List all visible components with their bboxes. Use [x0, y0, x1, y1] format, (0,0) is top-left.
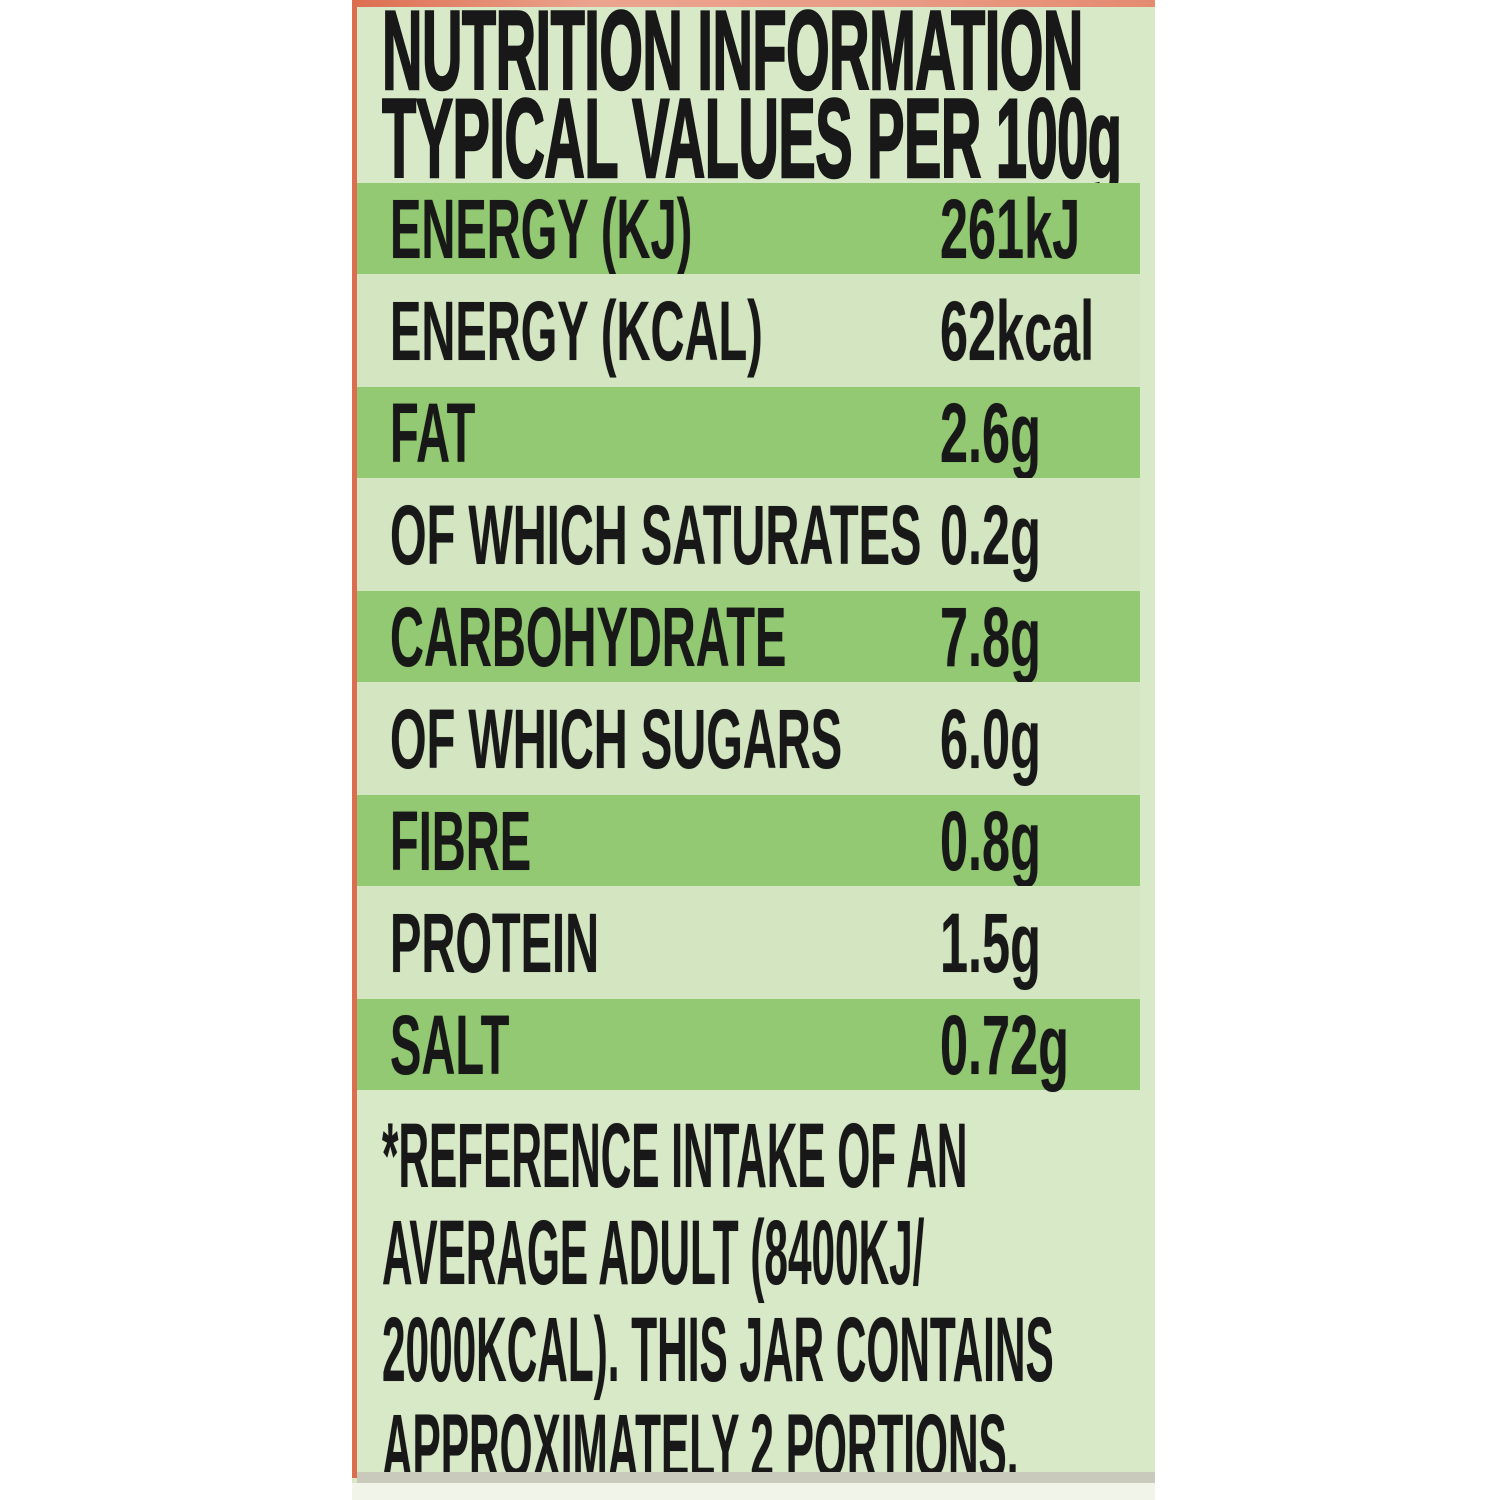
label-below-edge [352, 1483, 1155, 1500]
nutrient-value: 0.72g [940, 997, 1069, 1092]
label-top-border [352, 0, 1155, 7]
nutrient-value: 261kJ [940, 181, 1081, 276]
nutrient-name: OF WHICH SUGARS [390, 691, 843, 786]
nutrition-row: ENERGY (KJ) 261kJ [357, 183, 1140, 274]
nutrition-row: SALT 0.72g [357, 999, 1140, 1090]
nutrient-value: 0.2g [940, 487, 1041, 582]
nutrition-row: ENERGY (KCAL) 62kcal [357, 274, 1140, 387]
nutrient-name: ENERGY (KJ) [390, 181, 693, 276]
title-line-1-text: NUTRITION INFORMATION [381, 0, 1084, 113]
nutrient-name: FAT [390, 385, 476, 480]
label-header: NUTRITION INFORMATION TYPICAL VALUES PER… [352, 0, 1155, 196]
nutrient-value: 1.5g [940, 895, 1041, 990]
title-line-2-text: TYPICAL VALUES PER 100g [381, 76, 1122, 201]
nutrient-value: 0.8g [940, 793, 1041, 888]
nutrient-name: SALT [390, 997, 510, 1092]
reference-intake-footnote: *REFERENCE INTAKE OF AN AVERAGE ADULT (8… [382, 1108, 1142, 1496]
nutrient-value: 7.8g [940, 589, 1041, 684]
footnote-line: AVERAGE ADULT (8400KJ/ [382, 1202, 925, 1304]
nutrient-value: 2.6g [940, 385, 1041, 480]
nutrition-row: OF WHICH SUGARS 6.0g [357, 682, 1140, 795]
nutrition-row: FIBRE 0.8g [357, 795, 1140, 886]
nutrition-row: FAT 2.6g [357, 387, 1140, 478]
nutrition-row: OF WHICH SATURATES 0.2g [357, 478, 1140, 591]
nutrient-name: ENERGY (KCAL) [390, 283, 763, 378]
nutrient-name: FIBRE [390, 793, 532, 888]
nutrition-row: CARBOHYDRATE 7.8g [357, 591, 1140, 682]
label-left-border [352, 0, 357, 1478]
title-line-2: TYPICAL VALUES PER 100g [381, 76, 1500, 201]
nutrient-value: 6.0g [940, 691, 1041, 786]
nutrient-name: CARBOHYDRATE [390, 589, 787, 684]
title-line-1: NUTRITION INFORMATION [381, 0, 1500, 113]
nutrient-name: PROTEIN [390, 895, 600, 990]
label-bottom-edge [357, 1472, 1155, 1483]
nutrition-table: ENERGY (KJ) 261kJ ENERGY (KCAL) 62kcal F… [357, 183, 1140, 1090]
nutrition-label: NUTRITION INFORMATION TYPICAL VALUES PER… [352, 0, 1155, 1500]
nutrient-name: OF WHICH SATURATES [390, 487, 922, 582]
nutrition-row: PROTEIN 1.5g [357, 886, 1140, 999]
footnote-line: *REFERENCE INTAKE OF AN [382, 1105, 968, 1207]
nutrient-value: 62kcal [940, 283, 1095, 378]
footnote-line: 2000KCAL). THIS JAR CONTAINS [382, 1299, 1054, 1401]
